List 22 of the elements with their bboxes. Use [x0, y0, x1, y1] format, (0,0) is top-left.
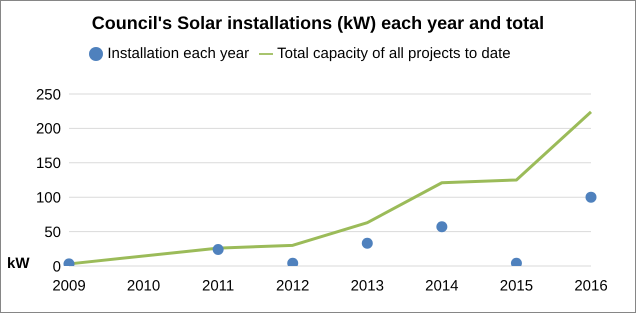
x-tick-label: 2014 [425, 278, 459, 295]
y-tick-label: 100 [36, 190, 61, 207]
point [436, 221, 448, 232]
x-tick-label: 2016 [574, 278, 608, 295]
y-tick-label: 250 [36, 86, 61, 104]
x-tick-label: 2010 [126, 278, 160, 295]
y-tick-label: 150 [36, 155, 61, 172]
legend-label: Total capacity of all projects to date [277, 45, 511, 62]
point [212, 244, 224, 255]
x-tick-label: 2012 [276, 278, 310, 295]
chart-title: Council's Solar installations (kW) each year and total [90, 13, 546, 34]
point [586, 192, 596, 203]
legend-label: Installation each year [107, 45, 250, 62]
y-tick-label: 0 [52, 258, 61, 276]
x-tick-label: 2013 [350, 278, 384, 295]
y-axis-title: kW [7, 255, 30, 272]
x-tick-label: 2009 [52, 278, 86, 295]
x-tick-label: 2015 [500, 278, 534, 295]
y-tick-label: 50 [44, 224, 61, 241]
point [362, 238, 373, 249]
y-tick-label: 200 [36, 120, 61, 138]
x-tick-label: 2011 [202, 278, 234, 295]
